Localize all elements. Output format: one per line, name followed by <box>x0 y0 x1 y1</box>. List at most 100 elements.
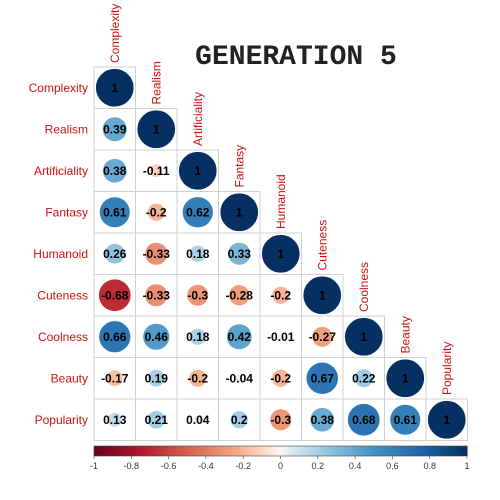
column-label-beauty: Beauty <box>398 316 412 353</box>
coef-label-complexity-complexity: 1 <box>111 81 118 95</box>
colorbar-segment <box>194 446 200 456</box>
cell-popularity-humanoid <box>259 398 302 441</box>
column-label-fantasy: Fantasy <box>232 145 246 188</box>
colorbar-segment <box>112 446 117 456</box>
colorbar-segment <box>217 446 222 456</box>
colorbar-segment <box>187 446 192 456</box>
coef-label-humanoid-realism: -0.33 <box>143 247 171 261</box>
colorbar-tick-label: -0.4 <box>198 461 214 471</box>
cell-humanoid-fantasy <box>218 232 261 275</box>
colorbar-segment <box>366 446 371 456</box>
colorbar-segment <box>146 446 151 456</box>
circle-beauty-fantasy <box>235 374 244 383</box>
colorbar-segment <box>384 446 390 456</box>
colorbar-segment <box>463 446 468 456</box>
colorbar-segment <box>448 446 453 456</box>
colorbar-segment <box>280 446 285 456</box>
colorbar-tick-label: 1 <box>464 461 469 471</box>
circle-cuteness-complexity <box>98 279 131 312</box>
coef-label-popularity-popularity: 1 <box>443 413 450 427</box>
colorbar-segment <box>284 446 289 456</box>
column-label-cuteness: Cuteness <box>315 220 329 271</box>
colorbar-tick-label: -0.8 <box>124 461 140 471</box>
circle-coolness-humanoid <box>278 334 283 339</box>
colorbar-segment <box>116 446 121 456</box>
colorbar-segment <box>265 446 270 456</box>
colorbar-tick-label: 0.8 <box>423 461 436 471</box>
circle-popularity-humanoid <box>270 409 292 431</box>
colorbar-segment <box>287 446 293 456</box>
colorbar-segment <box>157 446 162 456</box>
colorbar-segment <box>213 446 218 456</box>
colorbar-segment <box>317 446 323 456</box>
circle-fantasy-realism <box>147 203 165 221</box>
circle-beauty-humanoid <box>272 369 290 387</box>
row-label-artificiality: Artificiality <box>34 164 88 178</box>
coef-label-beauty-cuteness: 0.67 <box>311 371 335 385</box>
colorbar-segment <box>209 446 214 456</box>
colorbar-segment <box>198 446 203 456</box>
circle-coolness-coolness <box>344 317 384 357</box>
coef-label-fantasy-artificiality: 0.62 <box>186 205 210 219</box>
circle-cuteness-fantasy <box>229 285 250 306</box>
colorbar-segment <box>269 446 274 456</box>
coef-label-beauty-coolness: 0.22 <box>352 371 376 385</box>
row-label-coolness: Coolness <box>38 330 88 344</box>
colorbar-segment <box>381 446 386 456</box>
colorbar-segment <box>310 446 315 456</box>
colorbar-segment <box>164 446 170 456</box>
colorbar-tick-label: 0.2 <box>312 461 325 471</box>
colorbar-segment <box>302 446 308 456</box>
colorbar-segment <box>105 446 110 456</box>
colorbar-segment <box>370 446 375 456</box>
coef-label-beauty-fantasy: -0.04 <box>226 371 254 385</box>
coef-label-cuteness-cuteness: 1 <box>319 288 326 302</box>
colorbar-segment <box>101 446 106 456</box>
colorbar-segment <box>299 446 304 456</box>
colorbar-tick-label: 0.6 <box>386 461 399 471</box>
colorbar-segment <box>239 446 244 456</box>
circle-popularity-cuteness <box>310 407 335 432</box>
colorbar-segment <box>153 446 159 456</box>
colorbar-segment <box>123 446 129 456</box>
row-label-complexity: Complexity <box>29 81 88 95</box>
colorbar-tick-label: 0 <box>278 461 283 471</box>
colorbar-segment <box>176 446 181 456</box>
coef-label-coolness-artificiality: 0.18 <box>186 330 210 344</box>
circle-popularity-complexity <box>107 412 122 427</box>
circle-coolness-cuteness <box>312 326 333 347</box>
colorbar-segment <box>183 446 188 456</box>
circle-artificiality-artificiality <box>178 151 218 191</box>
colorbar-segment <box>347 446 352 456</box>
coef-label-coolness-coolness: 1 <box>360 330 367 344</box>
circle-coolness-fantasy <box>226 324 252 350</box>
coef-label-fantasy-complexity: 0.61 <box>103 205 127 219</box>
colorbar-segment <box>291 446 297 456</box>
coef-label-cuteness-complexity: -0.68 <box>101 288 129 302</box>
coef-label-popularity-realism: 0.21 <box>145 413 169 427</box>
colorbar-tick-label: 0.4 <box>349 461 362 471</box>
colorbar-segment <box>429 446 435 456</box>
colorbar-segment <box>276 446 282 456</box>
column-label-humanoid: Humanoid <box>274 174 288 229</box>
coef-label-popularity-artificiality: 0.04 <box>186 413 210 427</box>
coef-label-cuteness-humanoid: -0.2 <box>270 288 291 302</box>
colorbar-segment <box>235 446 241 456</box>
colorbar-segment <box>355 446 360 456</box>
colorbar-segment <box>377 446 382 456</box>
colorbar-segment <box>108 446 114 456</box>
column-labels: Complexity Realism Artificiality Fantasy Hum… <box>108 4 454 395</box>
circle-coolness-realism <box>143 323 170 350</box>
colorbar-segment <box>414 446 420 456</box>
circle-popularity-popularity <box>427 400 467 440</box>
colorbar-segment <box>228 446 233 456</box>
colorbar-segment <box>306 446 311 456</box>
colorbar-segment <box>392 446 397 456</box>
colorbar-segment <box>168 446 173 456</box>
colorbar-segment <box>246 446 252 456</box>
row-label-realism: Realism <box>45 122 88 136</box>
coef-label-artificiality-realism: -0.11 <box>143 164 170 178</box>
circle-realism-complexity <box>102 117 127 142</box>
colorbar-segment <box>362 446 367 456</box>
